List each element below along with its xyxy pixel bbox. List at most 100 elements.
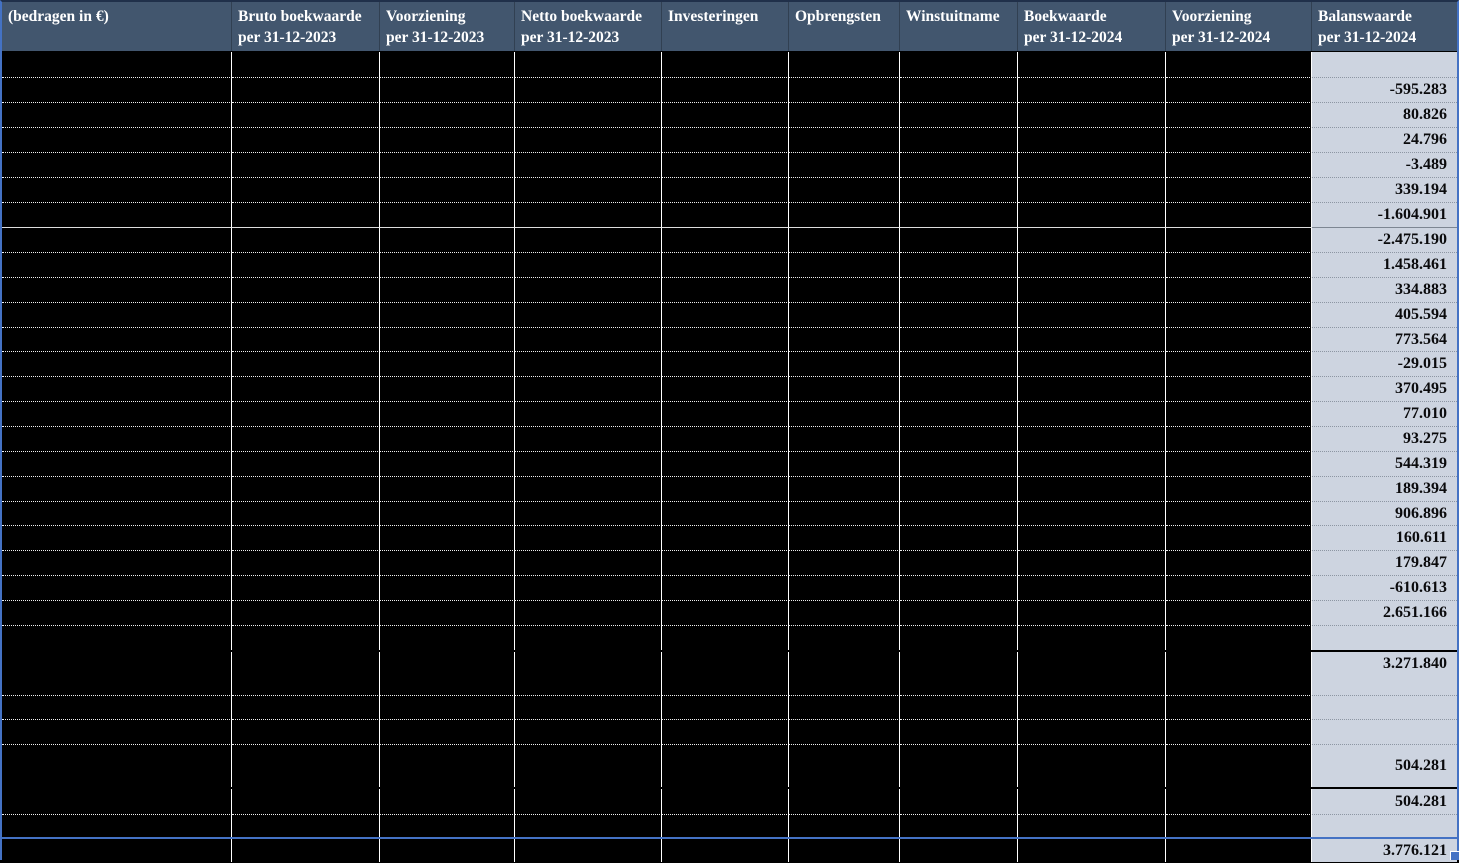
redacted-cell[interactable] xyxy=(662,575,789,600)
redacted-cell[interactable] xyxy=(789,376,900,401)
redacted-cell[interactable] xyxy=(515,202,662,227)
redacted-cell[interactable] xyxy=(662,277,789,302)
redacted-cell[interactable] xyxy=(1018,202,1166,227)
redacted-cell[interactable] xyxy=(515,227,662,252)
redacted-cell[interactable] xyxy=(662,550,789,575)
header-cell-amounts-label[interactable]: (bedragen in €) xyxy=(2,2,232,51)
redacted-cell[interactable] xyxy=(380,177,515,202)
redacted-cell[interactable] xyxy=(515,277,662,302)
balanswaarde-cell[interactable]: 3.776.121 xyxy=(1312,839,1457,862)
redacted-cell[interactable] xyxy=(380,327,515,351)
redacted-cell[interactable] xyxy=(232,277,380,302)
redacted-cell[interactable] xyxy=(380,575,515,600)
redacted-cell[interactable] xyxy=(662,152,789,177)
redacted-cell[interactable] xyxy=(662,600,789,625)
redacted-cell[interactable] xyxy=(789,719,900,744)
redacted-cell[interactable] xyxy=(1166,277,1312,302)
redacted-cell[interactable] xyxy=(2,600,232,625)
redacted-cell[interactable] xyxy=(789,789,900,814)
redacted-cell[interactable] xyxy=(232,302,380,327)
redacted-cell[interactable] xyxy=(789,152,900,177)
redacted-cell[interactable] xyxy=(1166,695,1312,719)
redacted-cell[interactable] xyxy=(232,501,380,525)
redacted-cell[interactable] xyxy=(232,600,380,625)
redacted-cell[interactable] xyxy=(1166,426,1312,451)
header-cell-bruto-boekwaarde-2023[interactable]: Bruto boekwaarde per 31-12-2023 xyxy=(232,2,380,51)
redacted-cell[interactable] xyxy=(900,476,1018,501)
redacted-cell[interactable] xyxy=(900,839,1018,862)
redacted-cell[interactable] xyxy=(515,476,662,501)
redacted-cell[interactable] xyxy=(1018,127,1166,152)
redacted-cell[interactable] xyxy=(789,302,900,327)
redacted-cell[interactable] xyxy=(2,177,232,202)
redacted-cell[interactable] xyxy=(380,77,515,102)
redacted-cell[interactable] xyxy=(515,127,662,152)
redacted-cell[interactable] xyxy=(1018,376,1166,401)
fill-handle[interactable] xyxy=(1450,851,1459,860)
redacted-cell[interactable] xyxy=(2,77,232,102)
redacted-cell[interactable] xyxy=(1166,177,1312,202)
redacted-cell[interactable] xyxy=(900,744,1018,787)
redacted-cell[interactable] xyxy=(900,277,1018,302)
redacted-cell[interactable] xyxy=(789,600,900,625)
balanswaarde-cell[interactable]: -595.283 xyxy=(1312,77,1457,102)
redacted-cell[interactable] xyxy=(1166,202,1312,227)
redacted-cell[interactable] xyxy=(1166,227,1312,252)
redacted-cell[interactable] xyxy=(1018,177,1166,202)
redacted-cell[interactable] xyxy=(232,376,380,401)
redacted-cell[interactable] xyxy=(1018,302,1166,327)
header-cell-investeringen[interactable]: Investeringen xyxy=(662,2,789,51)
header-cell-boekwaarde-2024[interactable]: Boekwaarde per 31-12-2024 xyxy=(1018,2,1166,51)
balanswaarde-cell[interactable]: 3.271.840 xyxy=(1312,652,1457,695)
redacted-cell[interactable] xyxy=(900,177,1018,202)
redacted-cell[interactable] xyxy=(662,77,789,102)
redacted-cell[interactable] xyxy=(900,302,1018,327)
redacted-cell[interactable] xyxy=(1018,351,1166,376)
redacted-cell[interactable] xyxy=(662,814,789,837)
redacted-cell[interactable] xyxy=(515,839,662,862)
redacted-cell[interactable] xyxy=(380,719,515,744)
redacted-cell[interactable] xyxy=(232,814,380,837)
redacted-cell[interactable] xyxy=(1018,625,1166,650)
redacted-cell[interactable] xyxy=(900,426,1018,451)
redacted-cell[interactable] xyxy=(380,52,515,77)
redacted-cell[interactable] xyxy=(232,550,380,575)
redacted-cell[interactable] xyxy=(900,625,1018,650)
redacted-cell[interactable] xyxy=(1166,351,1312,376)
redacted-cell[interactable] xyxy=(1018,501,1166,525)
redacted-cell[interactable] xyxy=(515,376,662,401)
redacted-cell[interactable] xyxy=(662,351,789,376)
redacted-cell[interactable] xyxy=(515,451,662,476)
redacted-cell[interactable] xyxy=(900,351,1018,376)
balanswaarde-cell[interactable]: 2.651.166 xyxy=(1312,600,1457,625)
redacted-cell[interactable] xyxy=(515,625,662,650)
redacted-cell[interactable] xyxy=(515,401,662,426)
redacted-cell[interactable] xyxy=(232,152,380,177)
redacted-cell[interactable] xyxy=(662,451,789,476)
balanswaarde-cell[interactable]: -3.489 xyxy=(1312,152,1457,177)
redacted-cell[interactable] xyxy=(1018,744,1166,787)
redacted-cell[interactable] xyxy=(900,451,1018,476)
redacted-cell[interactable] xyxy=(2,789,232,814)
redacted-cell[interactable] xyxy=(2,501,232,525)
redacted-cell[interactable] xyxy=(2,525,232,550)
redacted-cell[interactable] xyxy=(789,550,900,575)
redacted-cell[interactable] xyxy=(1018,652,1166,695)
redacted-cell[interactable] xyxy=(380,202,515,227)
balanswaarde-cell[interactable]: 544.319 xyxy=(1312,451,1457,476)
redacted-cell[interactable] xyxy=(789,814,900,837)
redacted-cell[interactable] xyxy=(662,426,789,451)
redacted-cell[interactable] xyxy=(900,525,1018,550)
redacted-cell[interactable] xyxy=(2,401,232,426)
redacted-cell[interactable] xyxy=(662,501,789,525)
redacted-cell[interactable] xyxy=(1166,600,1312,625)
redacted-cell[interactable] xyxy=(515,327,662,351)
redacted-cell[interactable] xyxy=(380,839,515,862)
redacted-cell[interactable] xyxy=(1166,744,1312,787)
redacted-cell[interactable] xyxy=(900,600,1018,625)
redacted-cell[interactable] xyxy=(789,401,900,426)
redacted-cell[interactable] xyxy=(2,575,232,600)
redacted-cell[interactable] xyxy=(232,476,380,501)
redacted-cell[interactable] xyxy=(515,77,662,102)
redacted-cell[interactable] xyxy=(789,52,900,77)
